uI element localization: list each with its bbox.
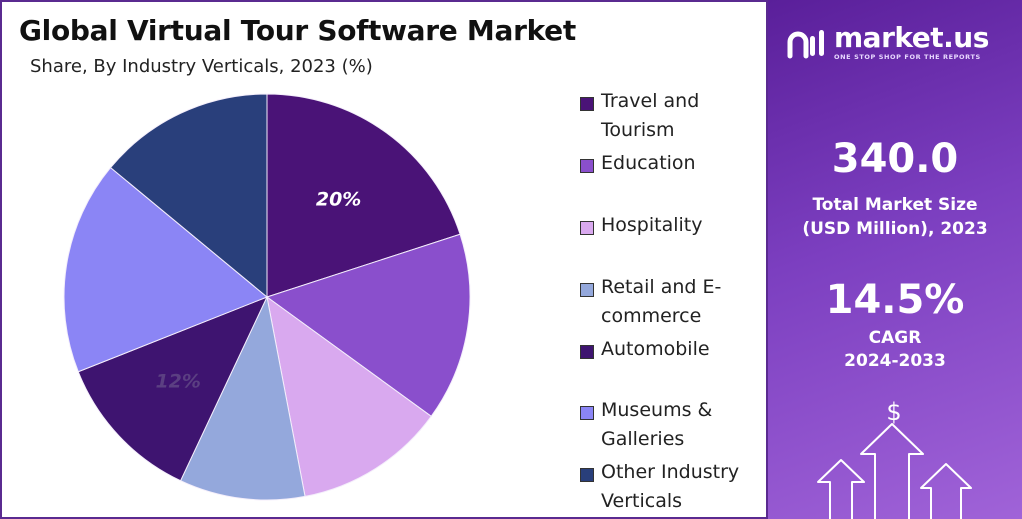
- pie-chart: 20% 12%: [63, 93, 471, 501]
- legend-label: Museums & Galleries: [601, 399, 713, 450]
- pie-slice-museums-and-galleries: [63, 166, 268, 373]
- legend-label: Travel and Tourism: [601, 90, 700, 141]
- pie-slice-automobile: [77, 296, 268, 482]
- brand-name: market.us: [834, 21, 989, 54]
- pie-slice-retail-and-e-commerce: [179, 295, 306, 501]
- pie-slice-travel-and-tourism: [266, 93, 461, 298]
- stats-panel: market.us ONE STOP SHOP FOR THE REPORTS …: [768, 0, 1022, 519]
- legend-swatch: [580, 283, 594, 297]
- legend-label: Automobile: [601, 338, 710, 360]
- legend-swatch: [580, 159, 594, 173]
- legend-label: Retail and E-commerce: [601, 276, 722, 327]
- data-label-automobile: 12%: [155, 370, 200, 392]
- legend-swatch: [580, 406, 594, 420]
- market-us-logo-icon: [787, 29, 824, 58]
- legend-item-travel-and-tourism: Travel and Tourism: [580, 90, 751, 145]
- legend-item-education: Education: [580, 152, 751, 178]
- legend-swatch: [580, 97, 594, 111]
- market-size-label-line2: (USD Million), 2023: [802, 219, 988, 239]
- brand-tagline: ONE STOP SHOP FOR THE REPORTS: [834, 53, 981, 61]
- chart-subtitle: Share, By Industry Verticals, 2023 (%): [30, 56, 373, 77]
- legend-item-retail-and-ecommerce: Retail and E-commerce: [580, 276, 751, 331]
- legend-item-hospitality: Hospitality: [580, 214, 751, 240]
- legend-item-other-industry-verticals: Other Industry Verticals: [580, 461, 751, 516]
- legend-item-automobile: Automobile: [580, 338, 751, 364]
- legend-item-museums-and-galleries: Museums & Galleries: [580, 399, 751, 454]
- brand-text: market.us ONE STOP SHOP FOR THE REPORTS: [834, 21, 989, 62]
- growth-arrows-dollar-icon: $: [817, 400, 972, 519]
- legend-swatch: [580, 221, 594, 235]
- pie-slice-education: [265, 233, 471, 418]
- data-label-travel-and-tourism: 20%: [316, 189, 361, 211]
- chart-title: Global Virtual Tour Software Market: [19, 14, 576, 47]
- legend-label: Other Industry Verticals: [601, 461, 740, 512]
- pie-slice-hospitality: [266, 295, 432, 497]
- legend-swatch: [580, 468, 594, 482]
- legend-label: Education: [601, 152, 696, 174]
- chart-panel: Global Virtual Tour Software Market Shar…: [0, 0, 768, 519]
- pie-slice-other-industry-verticals: [109, 93, 268, 299]
- cagr-label-line2: 2024-2033: [844, 351, 946, 371]
- brand: market.us ONE STOP SHOP FOR THE REPORTS: [786, 24, 989, 61]
- market-size-label-line1: Total Market Size: [812, 195, 978, 215]
- legend-label: Hospitality: [601, 214, 703, 236]
- market-size-value: 340.0: [831, 136, 959, 182]
- dollar-icon: $: [886, 400, 901, 426]
- cagr-value: 14.5%: [825, 277, 965, 323]
- legend-swatch: [580, 345, 594, 359]
- cagr-label-line1: CAGR: [868, 328, 922, 348]
